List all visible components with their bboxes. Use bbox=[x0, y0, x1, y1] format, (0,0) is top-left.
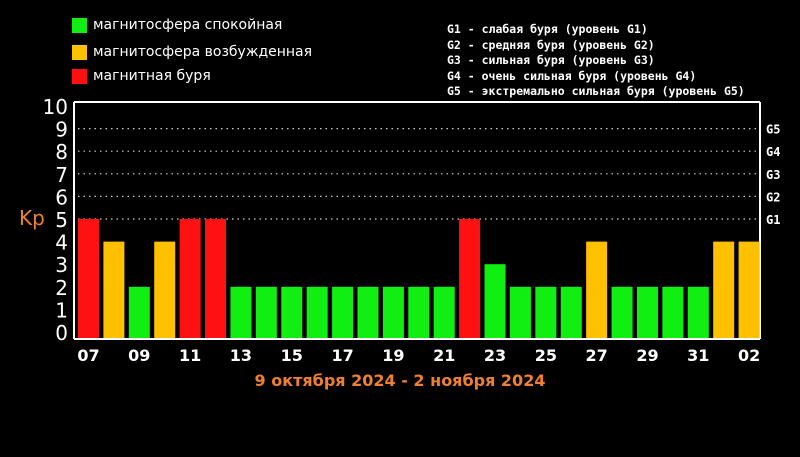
kp-bar bbox=[484, 264, 506, 338]
x-tick-label: 13 bbox=[230, 346, 252, 365]
y-tick-label: 1 bbox=[55, 298, 68, 322]
y-tick-label: 0 bbox=[55, 321, 68, 345]
y-tick-label: 4 bbox=[55, 231, 68, 255]
x-tick-label: 23 bbox=[484, 346, 506, 365]
legend-label-storm: магнитная буря bbox=[93, 68, 211, 84]
g-level-tick-label: G1 bbox=[766, 213, 780, 227]
y-axis-label: Kp bbox=[19, 206, 45, 230]
x-tick-label: 09 bbox=[128, 346, 150, 365]
kp-bar bbox=[255, 286, 277, 338]
x-tick-label: 19 bbox=[382, 346, 404, 365]
legend-swatch-yellow bbox=[72, 44, 87, 60]
kp-bar bbox=[230, 286, 252, 338]
storm-level-g4: G4 - очень сильная буря (уровень G4) bbox=[447, 68, 697, 83]
y-tick-label: 3 bbox=[55, 253, 68, 277]
x-tick-label: 25 bbox=[535, 346, 557, 365]
kp-bar bbox=[560, 286, 582, 338]
y-tick-label: 2 bbox=[55, 276, 68, 300]
kp-bar bbox=[205, 219, 227, 338]
legend-label-active: магнитосфера возбужденная bbox=[93, 44, 313, 60]
kp-bar bbox=[382, 286, 404, 338]
kp-bar bbox=[433, 286, 455, 338]
x-tick-label: 31 bbox=[687, 346, 709, 365]
y-tick-label: 6 bbox=[55, 185, 68, 209]
storm-level-g1: G1 - слабая буря (уровень G1) bbox=[447, 22, 648, 36]
y-tick-label: 9 bbox=[55, 118, 68, 142]
legend-label-quiet: магнитосфера спокойная bbox=[93, 17, 283, 33]
x-tick-label: 17 bbox=[331, 346, 353, 365]
g-level-tick-label: G4 bbox=[766, 145, 780, 159]
kp-bar bbox=[713, 241, 735, 338]
kp-bar bbox=[154, 241, 176, 338]
kp-bar bbox=[78, 219, 99, 338]
storm-level-g2: G2 - средняя буря (уровень G2) bbox=[447, 37, 655, 52]
y-tick-label: 8 bbox=[55, 140, 68, 164]
kp-bar bbox=[179, 219, 201, 338]
kp-bar bbox=[636, 286, 658, 338]
g-level-tick-label: G5 bbox=[766, 123, 780, 137]
y-tick-label: 10 bbox=[43, 95, 68, 119]
y-tick-label: 5 bbox=[55, 208, 68, 232]
kp-bar bbox=[408, 286, 430, 338]
kp-bar bbox=[281, 286, 303, 338]
date-range-caption: 9 октября 2024 - 2 ноября 2024 bbox=[254, 371, 546, 390]
y-tick-label: 7 bbox=[55, 163, 68, 187]
storm-level-legend: G1 - слабая буря (уровень G1) G2 - средн… bbox=[447, 22, 745, 100]
x-tick-label: 21 bbox=[433, 346, 455, 365]
kp-bar bbox=[738, 241, 760, 338]
x-tick-label: 02 bbox=[738, 346, 760, 365]
kp-bar bbox=[586, 241, 608, 338]
x-tick-label: 27 bbox=[586, 346, 608, 365]
kp-bar bbox=[128, 286, 150, 338]
kp-bar bbox=[459, 219, 481, 338]
legend-item-active: магнитосфера возбужденная bbox=[72, 42, 312, 62]
kp-bar bbox=[535, 286, 557, 338]
kp-bar bbox=[687, 286, 709, 338]
storm-level-g5: G5 - экстремально сильная буря (уровень … bbox=[447, 84, 745, 98]
kp-bar bbox=[662, 286, 684, 338]
g-level-tick-label: G3 bbox=[766, 168, 780, 182]
kp-bar bbox=[103, 241, 125, 338]
x-tick-label: 15 bbox=[281, 346, 303, 365]
kp-bar bbox=[509, 286, 531, 338]
legend-item-storm: магнитная буря bbox=[72, 66, 211, 86]
storm-level-g3: G3 - сильная буря (уровень G3) bbox=[447, 53, 655, 67]
kp-bar bbox=[306, 286, 328, 338]
x-tick-label: 07 bbox=[77, 346, 99, 365]
kp-bar bbox=[611, 286, 633, 338]
x-tick-label: 29 bbox=[636, 346, 658, 365]
x-tick-label: 11 bbox=[179, 346, 201, 365]
kp-bar bbox=[357, 286, 379, 338]
g-level-tick-label: G2 bbox=[766, 190, 780, 204]
legend-item-quiet: магнитосфера спокойная bbox=[72, 15, 282, 35]
kp-bar bbox=[332, 286, 354, 338]
legend-swatch-green bbox=[72, 17, 87, 33]
legend-swatch-red bbox=[72, 68, 87, 84]
